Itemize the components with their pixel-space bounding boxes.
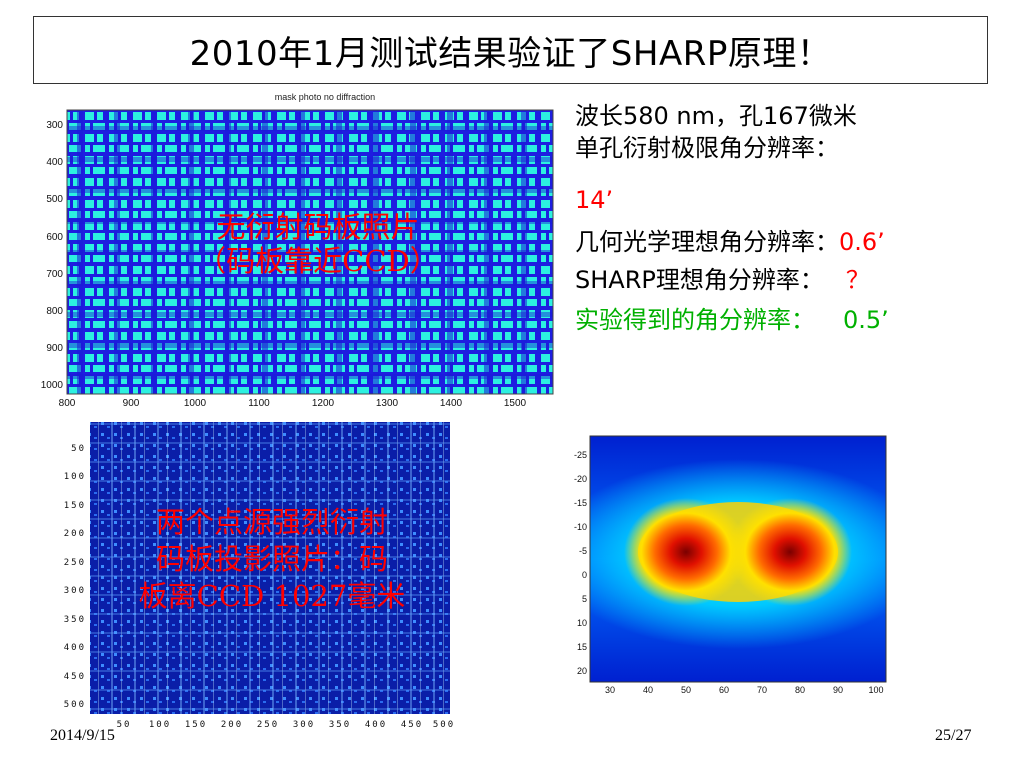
y-tick: -10 — [574, 522, 587, 532]
geometric-optics-value: 0.6’ — [839, 228, 885, 256]
x-tick: 60 — [719, 685, 729, 695]
y-tick: 20 — [577, 666, 587, 676]
y-tick: 800 — [46, 306, 63, 317]
slide-title: 2010年1月测试结果验证了SHARP原理！ — [189, 33, 832, 74]
x-tick: 40 — [643, 685, 653, 695]
y-tick: 300 — [46, 120, 63, 131]
mask-photo-panel: mask photo no diffraction 300 400 500 60… — [35, 88, 557, 410]
x-tick: 300 — [293, 720, 315, 730]
experimental-value: 0.5’ — [843, 306, 889, 334]
x-tick: 1500 — [504, 398, 527, 409]
geometric-optics-label: 几何光学理想角分辨率： — [575, 228, 839, 256]
two-source-heatmap: -25 -20 -15 -10 -5 0 5 10 15 20 30 40 50… — [574, 435, 887, 695]
experimental-label: 实验得到的角分辨率： — [575, 306, 815, 334]
single-hole-limit-value: 14’ — [575, 186, 614, 214]
mask-photo-caption: mask photo no diffraction — [275, 92, 375, 102]
footer-date: 2014/9/15 — [50, 727, 115, 744]
x-tick: 100 — [868, 685, 883, 695]
x-tick: 90 — [833, 685, 843, 695]
y-tick: -5 — [579, 546, 587, 556]
x-tick: 350 — [329, 720, 351, 730]
x-tick: 1100 — [248, 398, 270, 409]
x-tick: 50 — [117, 720, 132, 730]
y-tick: 0 — [582, 570, 587, 580]
y-tick: 300 — [64, 586, 86, 596]
x-tick: 1000 — [184, 398, 207, 409]
y-tick: 450 — [64, 672, 86, 682]
projection-photo-panel: 50 100 150 200 250 300 350 400 450 500 5… — [60, 420, 460, 732]
x-tick: 150 — [185, 720, 207, 730]
y-tick: 400 — [46, 157, 63, 168]
wavelength-text: 波长580 nm，孔167微米 — [575, 102, 857, 130]
mask-photo-overlay-label: 无衍射码板照片 （码板靠近CCD） — [197, 210, 439, 278]
y-tick: 100 — [64, 472, 86, 482]
x-tick: 80 — [795, 685, 805, 695]
heatmap-panel: -25 -20 -15 -10 -5 0 5 10 15 20 30 40 50… — [560, 432, 890, 697]
x-tick: 400 — [365, 720, 387, 730]
x-tick: 1400 — [440, 398, 463, 409]
x-tick: 200 — [221, 720, 243, 730]
y-tick: 400 — [64, 643, 86, 653]
y-tick: -20 — [574, 474, 587, 484]
title-box: 2010年1月测试结果验证了SHARP原理！ — [33, 16, 988, 84]
heatmap-peak-left — [624, 498, 748, 606]
y-tick: 200 — [64, 529, 86, 539]
x-tick: 1300 — [376, 398, 399, 409]
x-tick: 250 — [257, 720, 279, 730]
projection-photo-figure: 50 100 150 200 250 300 350 400 450 500 5… — [64, 422, 455, 730]
x-tick: 500 — [433, 720, 455, 730]
y-tick: 500 — [64, 700, 86, 710]
y-tick: 250 — [64, 558, 86, 568]
y-tick: 500 — [46, 194, 63, 205]
x-tick: 800 — [59, 398, 76, 409]
sharp-ideal-value: ？ — [845, 266, 870, 294]
projection-photo-overlay-label: 两个点源强烈衍射 码板投影照片：码 板离CCD 1027毫米 — [138, 505, 406, 613]
y-tick: 5 — [582, 594, 587, 604]
y-tick: 900 — [46, 343, 63, 354]
y-tick: 700 — [46, 269, 63, 280]
page-number: 25/27 — [935, 727, 972, 744]
x-tick: 1200 — [312, 398, 335, 409]
mask-photo-figure: mask photo no diffraction 300 400 500 60… — [41, 92, 554, 409]
x-tick: 70 — [757, 685, 767, 695]
single-hole-limit-label: 单孔衍射极限角分辨率： — [575, 134, 839, 162]
x-tick: 30 — [605, 685, 615, 695]
y-tick: 150 — [64, 501, 86, 511]
y-tick: -15 — [574, 498, 587, 508]
x-tick: 450 — [401, 720, 423, 730]
heatmap-peak-right — [728, 498, 852, 606]
sharp-ideal-label: SHARP理想角分辨率： — [575, 266, 824, 294]
y-tick: -25 — [574, 450, 587, 460]
x-tick: 900 — [123, 398, 140, 409]
y-tick: 1000 — [41, 380, 64, 391]
y-tick: 10 — [577, 618, 587, 628]
y-tick: 350 — [64, 615, 86, 625]
y-tick: 50 — [71, 444, 86, 454]
y-tick: 600 — [46, 232, 63, 243]
y-tick: 15 — [577, 642, 587, 652]
x-tick: 100 — [149, 720, 171, 730]
x-tick: 50 — [681, 685, 691, 695]
